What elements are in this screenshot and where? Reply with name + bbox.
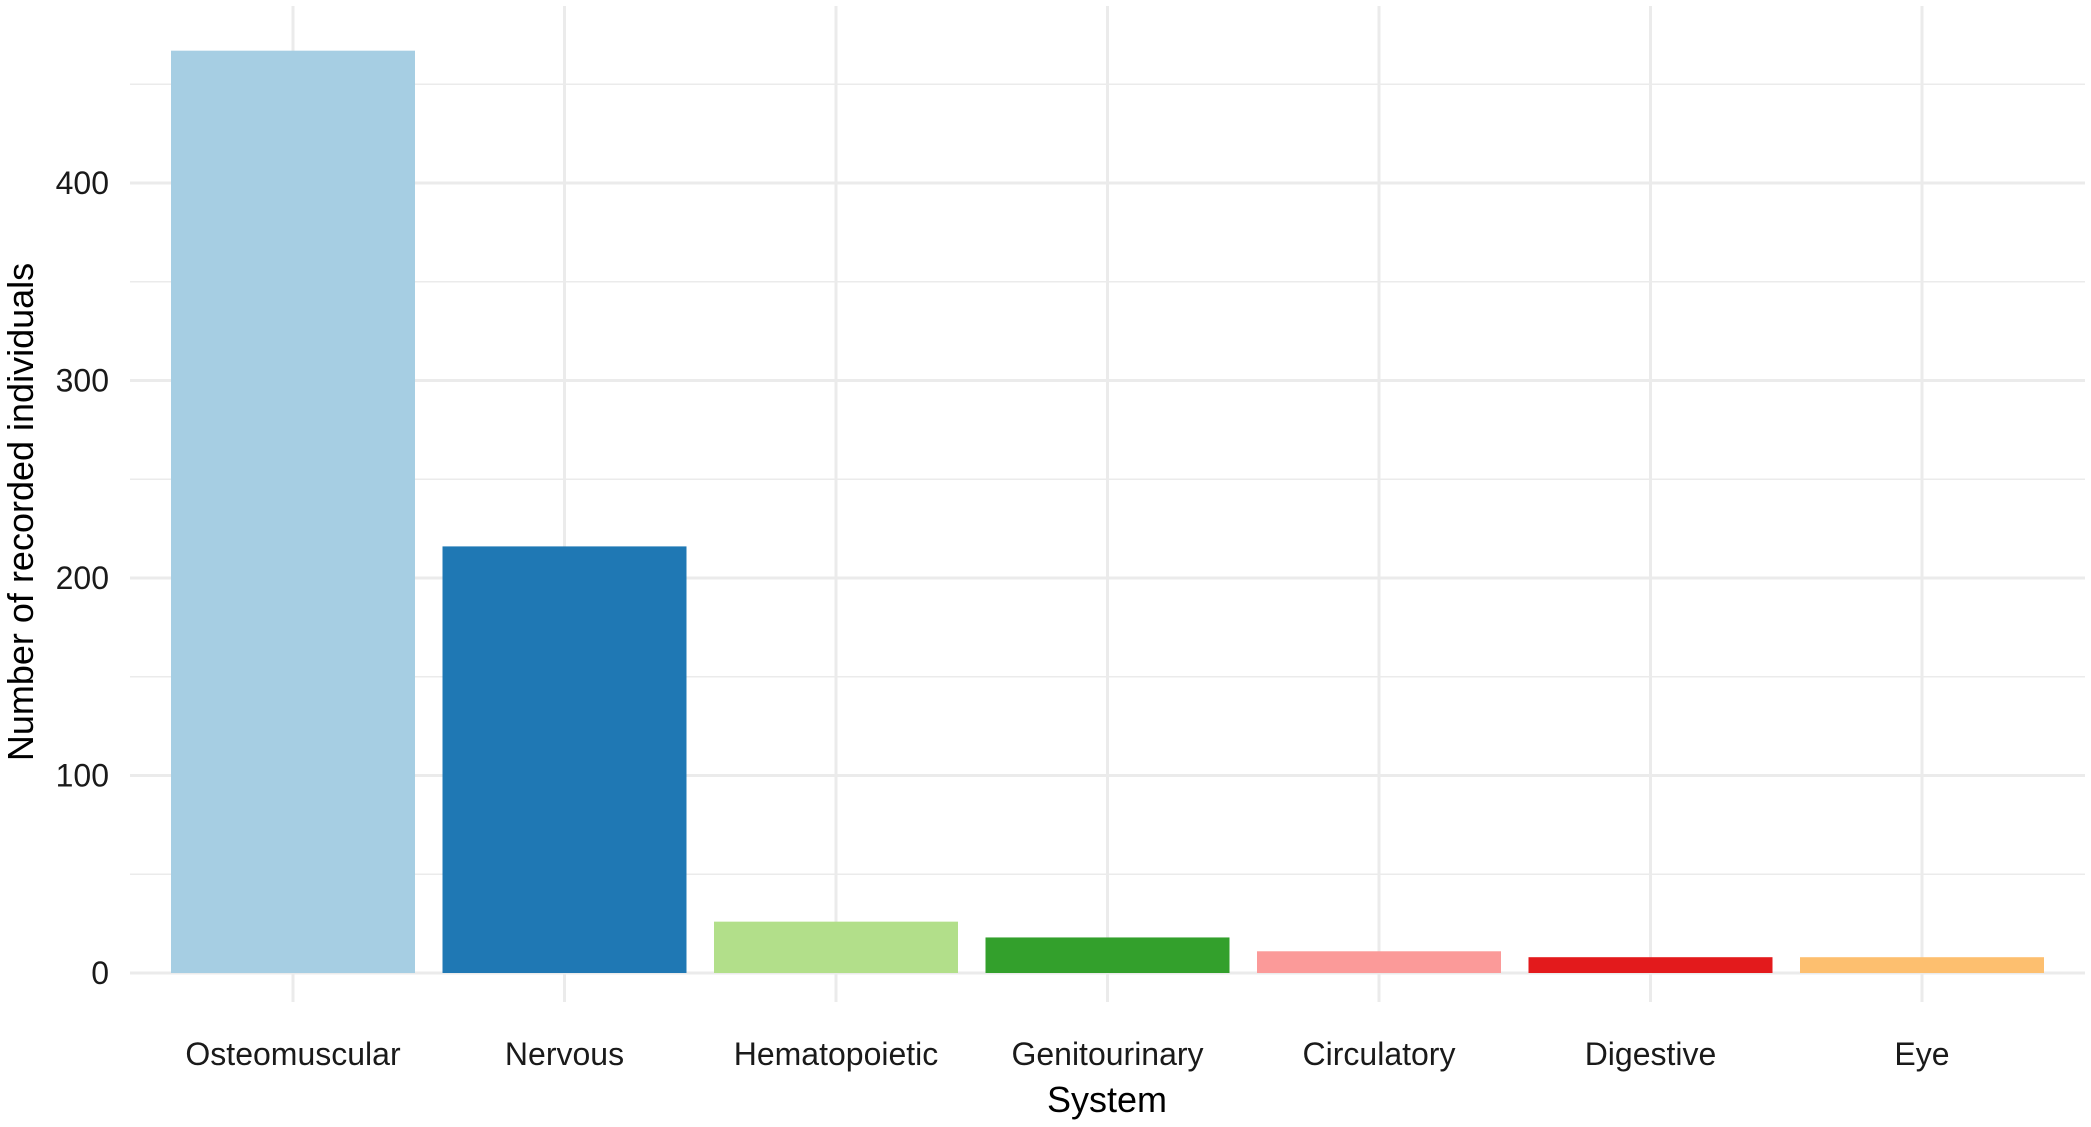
bar-osteomuscular (171, 50, 415, 974)
grid-lines (130, 6, 2085, 1002)
y-axis-title: Number of recorded individuals (0, 263, 41, 761)
bar-digestive (1528, 957, 1773, 973)
y-tick-label: 200 (56, 560, 109, 596)
y-tick-label: 100 (56, 758, 109, 794)
bar-circulatory (1257, 951, 1501, 973)
y-tick-label: 400 (56, 165, 109, 201)
x-tick-label: Circulatory (1303, 1036, 1456, 1072)
x-tick-label: Osteomuscular (185, 1036, 401, 1072)
y-tick-label: 300 (56, 363, 109, 399)
bar-nervous (442, 546, 687, 973)
x-tick-label: Genitourinary (1011, 1036, 1203, 1072)
bar-hematopoietic (714, 921, 958, 973)
x-axis-ticks: Osteomuscular Nervous Hematopoietic Genitou… (185, 1036, 1949, 1072)
y-axis-ticks: 0 100 200 300 400 (56, 165, 109, 991)
x-tick-label: Eye (1894, 1036, 1949, 1072)
bar-eye (1800, 957, 2044, 973)
y-tick-label: 0 (91, 955, 109, 991)
x-tick-label: Nervous (505, 1036, 624, 1072)
bar-genitourinary (985, 937, 1230, 973)
x-tick-label: Digestive (1585, 1036, 1717, 1072)
bars (171, 50, 2044, 974)
x-axis-title: System (1047, 1079, 1167, 1120)
x-tick-label: Hematopoietic (734, 1036, 939, 1072)
